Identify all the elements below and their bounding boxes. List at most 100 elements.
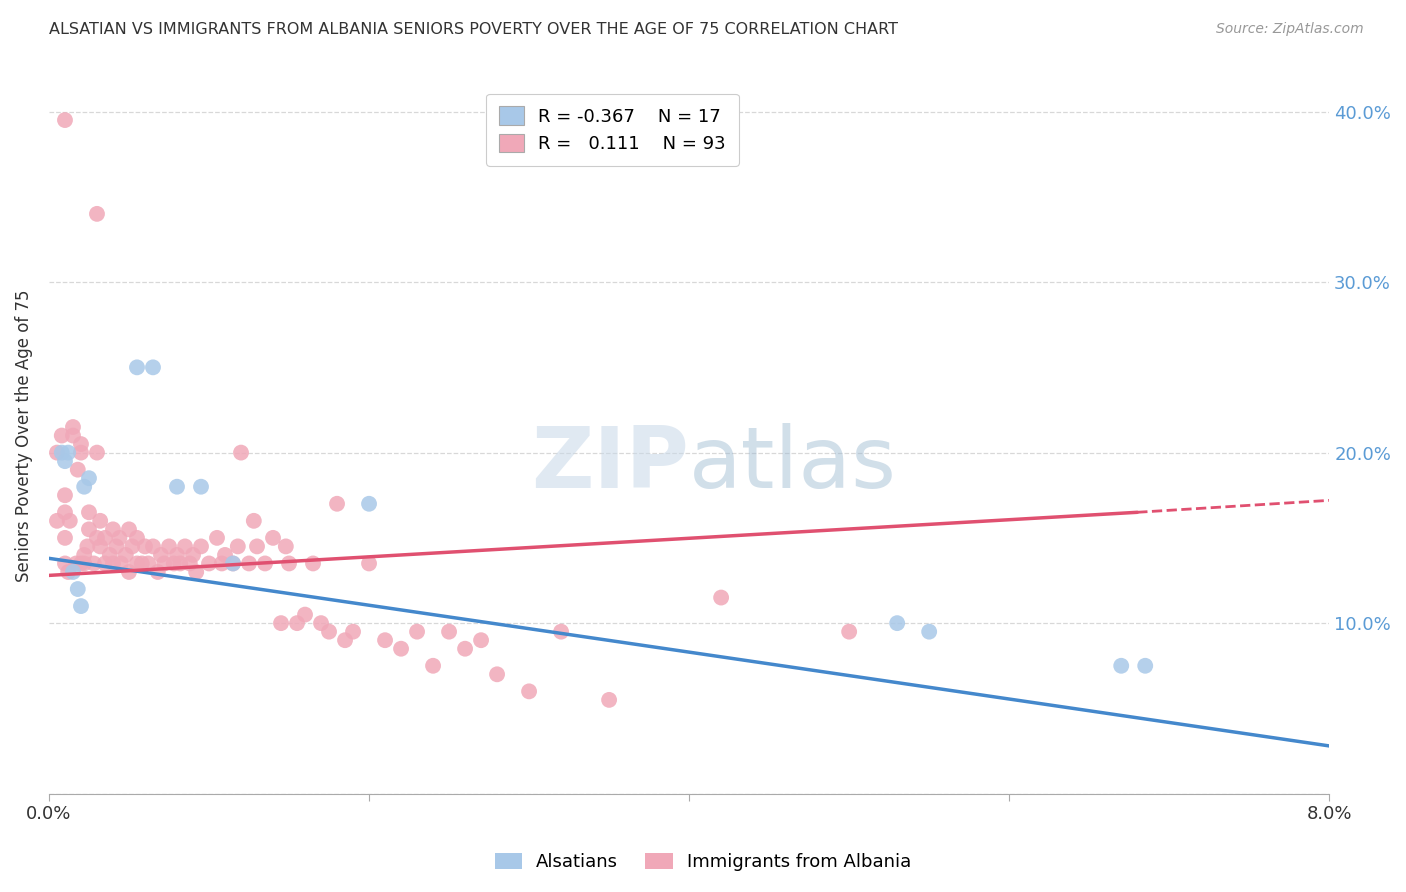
Point [118,522,141,536]
Point [285,616,308,631]
Point [326,497,349,511]
Point [125,557,148,571]
Point [94,557,117,571]
Point [70,445,93,459]
Point [163,557,186,571]
Point [46,445,69,459]
Point [150,548,173,562]
Point [89,514,111,528]
Point [226,540,249,554]
Point [190,540,212,554]
Point [179,557,201,571]
Point [302,557,325,571]
Point [222,557,245,571]
Point [59,514,82,528]
Point [550,624,572,639]
Point [70,437,93,451]
Point [262,531,284,545]
Point [77,522,100,536]
Text: atlas: atlas [689,423,897,506]
Point [598,693,620,707]
Point [274,540,297,554]
Point [73,480,96,494]
Point [153,557,176,571]
Point [374,633,396,648]
Point [318,624,340,639]
Point [53,531,76,545]
Legend: R = -0.367    N = 17, R =   0.111    N = 93: R = -0.367 N = 17, R = 0.111 N = 93 [486,94,738,166]
Point [190,480,212,494]
Point [169,557,191,571]
Point [125,360,148,375]
Point [886,616,908,631]
Point [918,624,941,639]
Point [142,540,165,554]
Point [108,531,131,545]
Point [62,565,84,579]
Point [205,531,228,545]
Point [486,667,509,681]
Point [294,607,316,622]
Point [62,420,84,434]
Point [73,548,96,562]
Point [342,624,364,639]
Point [73,557,96,571]
Point [437,624,460,639]
Point [422,658,444,673]
Point [198,557,221,571]
Point [243,514,266,528]
Point [101,522,124,536]
Point [166,480,188,494]
Point [270,616,292,631]
Point [211,557,233,571]
Point [181,548,204,562]
Point [53,113,76,128]
Point [357,497,380,511]
Point [53,505,76,519]
Point [125,531,148,545]
Point [186,565,208,579]
Point [56,445,79,459]
Y-axis label: Seniors Poverty Over the Age of 75: Seniors Poverty Over the Age of 75 [15,289,32,582]
Point [253,557,276,571]
Point [134,540,156,554]
Point [838,624,860,639]
Point [238,557,260,571]
Point [51,445,73,459]
Point [214,548,236,562]
Point [131,557,153,571]
Point [77,505,100,519]
Point [406,624,429,639]
Point [136,557,159,571]
Point [101,557,124,571]
Point [86,445,108,459]
Text: Source: ZipAtlas.com: Source: ZipAtlas.com [1216,22,1364,37]
Point [229,445,252,459]
Point [53,488,76,502]
Point [89,540,111,554]
Point [94,531,117,545]
Point [46,514,69,528]
Point [1109,658,1132,673]
Point [121,540,143,554]
Point [118,565,141,579]
Point [70,557,93,571]
Point [98,548,121,562]
Point [86,531,108,545]
Point [83,557,105,571]
Point [110,557,132,571]
Point [56,565,79,579]
Point [517,684,540,698]
Point [278,557,301,571]
Point [470,633,492,648]
Point [65,557,87,571]
Point [357,557,380,571]
Point [53,454,76,468]
Point [86,207,108,221]
Point [77,471,100,485]
Point [1135,658,1157,673]
Legend: Alsatians, Immigrants from Albania: Alsatians, Immigrants from Albania [488,846,918,879]
Point [62,428,84,442]
Point [51,428,73,442]
Point [389,641,412,656]
